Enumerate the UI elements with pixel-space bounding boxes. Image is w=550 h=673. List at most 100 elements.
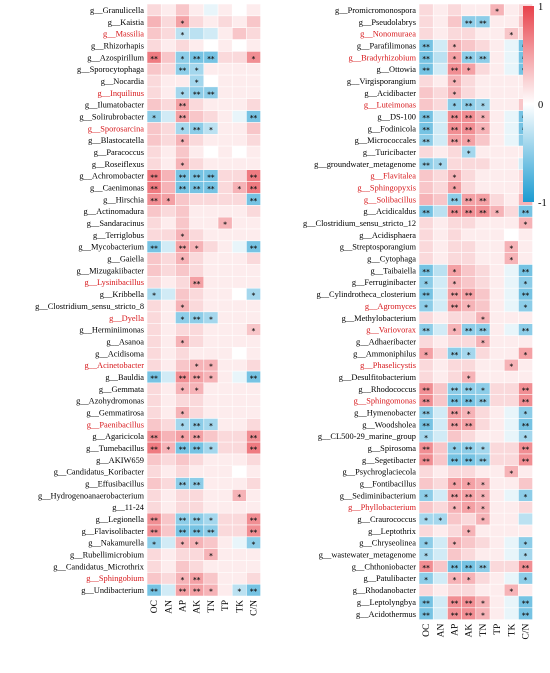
heatmap-cell	[490, 4, 505, 16]
significance-marker: **	[193, 375, 201, 383]
row-label: g__Legionella	[96, 515, 145, 524]
significance-marker: *	[453, 79, 457, 87]
significance-marker: *	[209, 517, 213, 525]
heatmap-row-g-terriglobus: * g__Terriglobus	[93, 228, 261, 241]
heatmap-cell	[447, 335, 462, 348]
significance-marker: **	[422, 114, 430, 122]
heatmap-cell	[189, 513, 204, 525]
heatmap-cell	[419, 252, 434, 265]
heatmap-cell	[218, 51, 233, 64]
significance-marker: **	[422, 410, 430, 418]
heatmap-cell	[218, 489, 233, 502]
row-label: g__Lysinibacillus	[84, 278, 144, 287]
heatmap-cell	[218, 217, 233, 229]
heatmap-cell	[161, 4, 176, 16]
heatmap-cell	[232, 205, 247, 218]
heatmap-cell	[147, 228, 162, 241]
heatmap-cell	[189, 63, 204, 76]
row-label: g__Woodsholea	[362, 420, 416, 429]
significance-marker: **	[250, 244, 258, 252]
heatmap-cell	[518, 536, 533, 549]
heatmap-row-g-parafilimonas: *****g__Parafilimonas	[357, 39, 533, 52]
heatmap-cell	[203, 335, 218, 348]
heatmap-cell	[161, 146, 176, 158]
heatmap-cell	[475, 572, 490, 585]
significance-marker: **	[193, 576, 201, 584]
heatmap-cell	[447, 39, 462, 52]
heatmap-cell	[475, 536, 490, 549]
column-label: TK	[507, 624, 517, 637]
colorbar-gradient	[523, 6, 534, 202]
heatmap-cell	[490, 465, 505, 478]
heatmap-cell	[175, 27, 190, 40]
row-label: g__Azohydromonas	[76, 397, 144, 406]
heatmap-cell	[504, 75, 519, 87]
heatmap-cell	[161, 300, 176, 312]
heatmap-cell	[189, 501, 204, 514]
heatmap-cell	[175, 489, 190, 502]
heatmap-row-g-sphingopyxis: * g__Sphingopyxis	[357, 181, 533, 194]
significance-marker: **	[193, 185, 201, 193]
row-label: g__Actinomadura	[84, 207, 145, 216]
heatmap-cell	[461, 477, 476, 490]
heatmap-cell	[419, 489, 434, 502]
heatmap-row-g-methylobacterium: * g__Methylobacterium	[342, 311, 533, 324]
heatmap-cell	[203, 288, 218, 300]
heatmap-cell	[490, 288, 505, 300]
heatmap-cell	[203, 4, 218, 16]
heatmap-cell	[175, 323, 190, 336]
heatmap-row-g-acidothermus: ** ** ** * **g__Acidothermus	[356, 607, 533, 620]
heatmap-cell	[461, 122, 476, 135]
heatmap-cell	[189, 264, 204, 277]
heatmap-cell	[147, 63, 162, 76]
heatmap-cell	[147, 240, 162, 253]
heatmap-cell	[232, 15, 247, 28]
row-label: g__AKIW659	[96, 456, 144, 465]
heatmap-cell	[203, 98, 218, 111]
significance-marker: **	[179, 67, 187, 75]
significance-marker: **	[451, 493, 459, 501]
heatmap-cell	[447, 110, 462, 123]
heatmap-cell	[147, 193, 162, 206]
heatmap-cell	[447, 300, 462, 312]
row-label: g__Phaselicystis	[360, 361, 416, 370]
heatmap-cell	[218, 288, 233, 300]
significance-marker: *	[181, 19, 185, 27]
heatmap-cell	[218, 169, 233, 182]
significance-marker: *	[181, 576, 185, 584]
heatmap-cell	[147, 300, 162, 312]
row-label: g__CL500-29_marine_group	[318, 432, 416, 441]
heatmap-cell	[490, 501, 505, 514]
heatmap-cell	[246, 252, 261, 265]
heatmap-row-g-paenibacillus: * ** *g__Paenibacillus	[87, 418, 261, 431]
heatmap-cell	[475, 15, 490, 28]
heatmap-row-g-rhizorhapis: g__Rhizorhapis	[91, 39, 261, 52]
heatmap-cell	[175, 98, 190, 111]
heatmap-cell	[433, 122, 448, 135]
heatmap-cell	[232, 560, 247, 573]
significance-marker: *	[467, 351, 471, 359]
heatmap-cell	[447, 501, 462, 514]
heatmap-cell	[490, 193, 505, 206]
heatmap-cell	[218, 98, 233, 111]
heatmap-row-g-paracoccus: g__Paracoccus	[94, 146, 261, 158]
heatmap-cell	[419, 359, 434, 372]
heatmap-row-g-flavisolibacter: ** ** ** ** ** g__Flavisolibacter	[82, 524, 261, 537]
heatmap-cell	[419, 465, 434, 478]
heatmap-cell	[246, 51, 261, 64]
heatmap-row-g-clostridium-sensu-stricto-8: * g__Clostridium_sensu_stricto_8	[35, 300, 261, 312]
heatmap-cell	[447, 394, 462, 407]
heatmap-cell	[475, 513, 490, 525]
heatmap-cell	[203, 311, 218, 324]
heatmap-cell	[147, 442, 162, 454]
heatmap-cell	[203, 157, 218, 170]
heatmap-cell	[475, 264, 490, 277]
significance-marker: *	[453, 268, 457, 276]
heatmap-cell	[189, 536, 204, 549]
significance-marker: *	[181, 256, 185, 264]
heatmap-cell	[447, 584, 462, 596]
heatmap-cell	[203, 406, 218, 419]
significance-marker: *	[509, 588, 513, 596]
row-label: g__Taibaiella	[371, 266, 417, 275]
heatmap-cell	[175, 4, 190, 16]
